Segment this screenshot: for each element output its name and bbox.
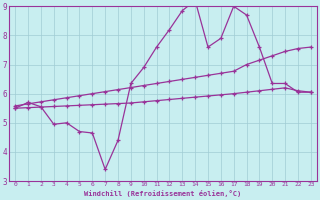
X-axis label: Windchill (Refroidissement éolien,°C): Windchill (Refroidissement éolien,°C)	[84, 190, 242, 197]
